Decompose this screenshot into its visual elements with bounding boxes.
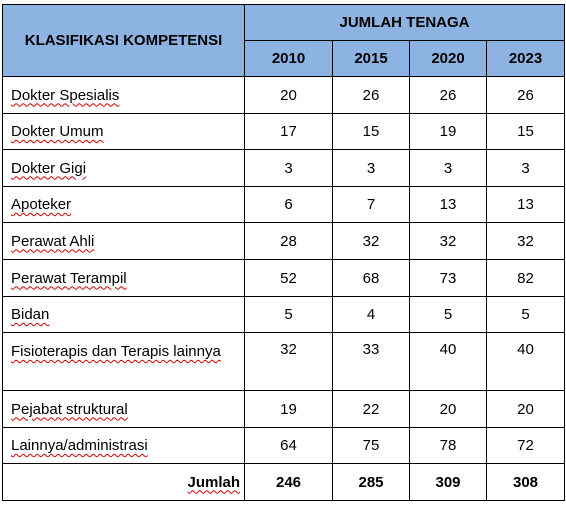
header-year: 2015: [332, 40, 410, 77]
cell-value: 4: [332, 296, 410, 333]
row-label: Dokter Umum: [11, 123, 104, 140]
competency-table: KLASIFIKASI KOMPETENSI JUMLAH TENAGA 201…: [2, 4, 565, 501]
cell-value: 3: [244, 149, 333, 187]
cell-value: 3: [332, 149, 410, 187]
cell-value: 15: [486, 113, 565, 150]
cell-value: 26: [486, 76, 565, 114]
total-value: 285: [332, 463, 410, 501]
row-label: Fisioterapis dan Terapis lainnya: [11, 343, 221, 360]
row-label: Dokter Gigi: [11, 159, 87, 177]
row-label: Perawat Ahli: [11, 232, 95, 250]
cell-value: 40: [409, 332, 487, 391]
header-year: 2023: [486, 40, 565, 77]
cell-value: 28: [244, 222, 333, 260]
header-category: KLASIFIKASI KOMPETENSI: [2, 4, 245, 77]
row-label: Pejabat struktural: [11, 400, 128, 418]
table-row: Perawat Terampil 52 68 73 82: [2, 259, 565, 297]
row-label: Dokter Spesialis: [11, 86, 120, 104]
cell-value: 5: [244, 296, 333, 333]
cell-value: 68: [332, 259, 410, 297]
table-row: Dokter Umum 17 15 19 15: [2, 113, 565, 150]
cell-value: 40: [486, 332, 565, 391]
row-label: Bidan: [11, 306, 50, 323]
table-row: Dokter Gigi 3 3 3 3: [2, 149, 565, 187]
cell-value: 7: [332, 186, 410, 223]
table-row: Lainnya/administrasi 64 75 78 72: [2, 427, 565, 464]
cell-value: 82: [486, 259, 565, 297]
cell-value: 3: [409, 149, 487, 187]
cell-value: 15: [332, 113, 410, 150]
cell-value: 17: [244, 113, 333, 150]
table-container: KLASIFIKASI KOMPETENSI JUMLAH TENAGA 201…: [2, 4, 565, 501]
table-row: Apoteker 6 7 13 13: [2, 186, 565, 223]
header-year: 2010: [244, 40, 333, 77]
cell-value: 78: [409, 427, 487, 464]
table-row: Dokter Spesialis 20 26 26 26: [2, 76, 565, 114]
cell-value: 3: [486, 149, 565, 187]
cell-value: 6: [244, 186, 333, 223]
cell-value: 19: [409, 113, 487, 150]
cell-value: 52: [244, 259, 333, 297]
cell-value: 32: [409, 222, 487, 260]
cell-value: 32: [332, 222, 410, 260]
table-row: Bidan 5 4 5 5: [2, 296, 565, 333]
table-row: Perawat Ahli 28 32 32 32: [2, 222, 565, 260]
cell-value: 32: [244, 332, 333, 391]
cell-value: 72: [486, 427, 565, 464]
cell-value: 33: [332, 332, 410, 391]
cell-value: 5: [486, 296, 565, 333]
cell-value: 75: [332, 427, 410, 464]
cell-value: 20: [486, 390, 565, 428]
row-label: Apoteker: [11, 196, 72, 213]
table-row: Pejabat struktural 19 22 20 20: [2, 390, 565, 428]
table-row: Fisioterapis dan Terapis lainnya 32 33 4…: [2, 332, 565, 391]
cell-value: 32: [486, 222, 565, 260]
cell-value: 19: [244, 390, 333, 428]
row-label: Lainnya/administrasi: [11, 437, 148, 454]
total-value: 309: [409, 463, 487, 501]
cell-value: 22: [332, 390, 410, 428]
header-group: JUMLAH TENAGA: [244, 4, 565, 41]
cell-value: 26: [332, 76, 410, 114]
cell-value: 5: [409, 296, 487, 333]
header-year: 2020: [409, 40, 487, 77]
cell-value: 20: [409, 390, 487, 428]
cell-value: 26: [409, 76, 487, 114]
cell-value: 64: [244, 427, 333, 464]
cell-value: 73: [409, 259, 487, 297]
total-row: Jumlah 246 285 309 308: [2, 463, 565, 501]
row-label: Perawat Terampil: [11, 269, 127, 287]
cell-value: 13: [409, 186, 487, 223]
cell-value: 13: [486, 186, 565, 223]
total-value: 246: [244, 463, 333, 501]
total-value: 308: [486, 463, 565, 501]
cell-value: 20: [244, 76, 333, 114]
total-label: Jumlah: [187, 473, 240, 491]
